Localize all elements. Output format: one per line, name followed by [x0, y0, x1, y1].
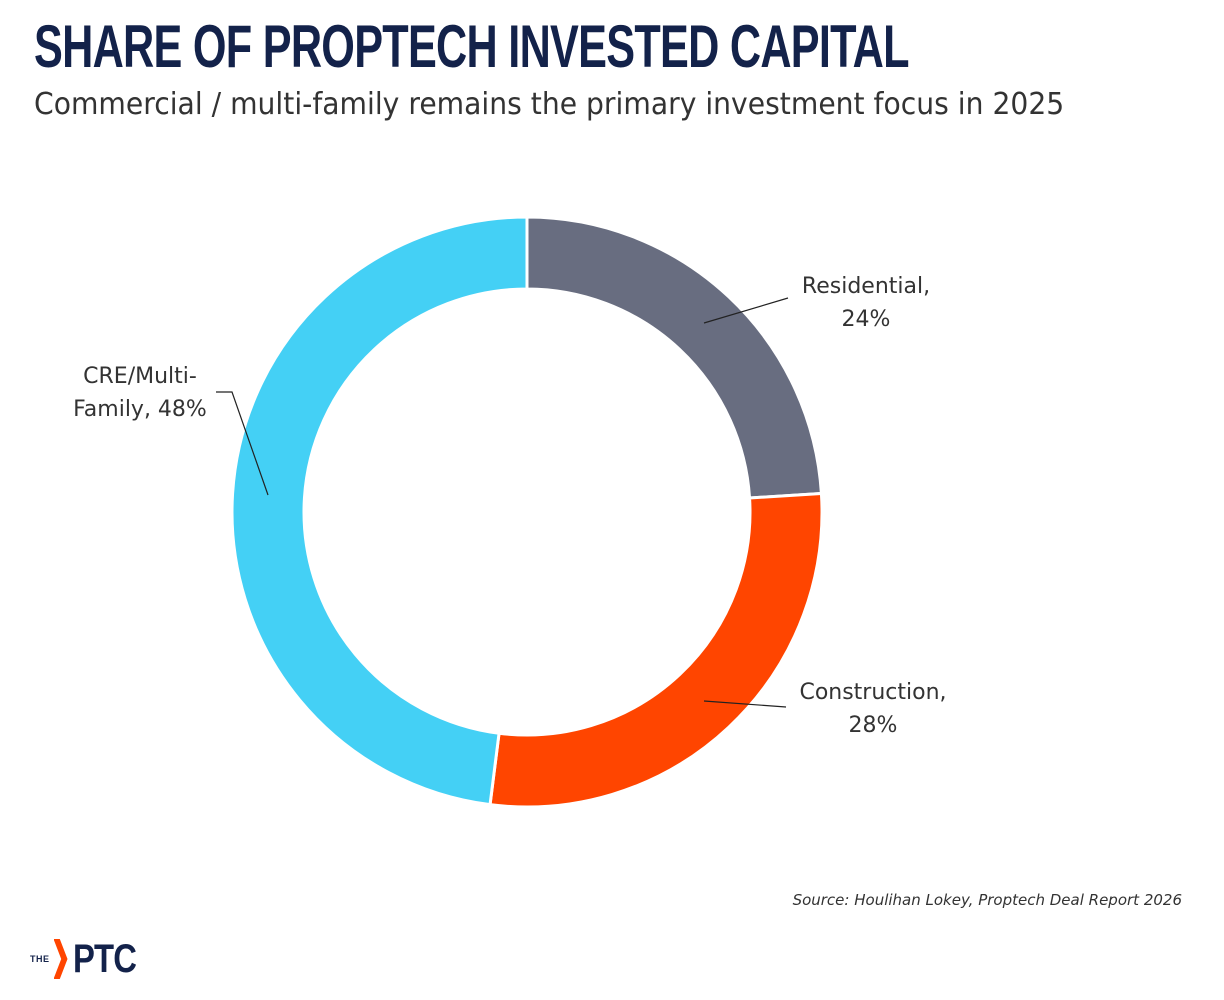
- slice-cre-multi-family: [230, 215, 529, 807]
- ptc-logo: THE PTC: [30, 936, 150, 982]
- logo-prefix: THE: [30, 954, 50, 964]
- slice-label-residential: Residential, 24%: [801, 274, 931, 332]
- slice-residential: [525, 215, 824, 500]
- leader-line-residential: [703, 297, 789, 324]
- leader-line-cre-multi-family: [216, 391, 269, 496]
- chevron-right-icon: [53, 939, 68, 979]
- logo-text: PTC: [72, 936, 137, 981]
- chart-title: SHARE OF PROPTECH INVESTED CAPITAL: [34, 13, 910, 80]
- source-note: Source: Houlihan Lokey, Proptech Deal Re…: [792, 891, 1182, 909]
- leader-line-construction: [703, 700, 787, 708]
- slice-label-cre-multi-family: CRE/Multi- Family, 48%: [73, 364, 207, 422]
- slice-label-construction: Construction, 28%: [799, 680, 947, 738]
- chart-subtitle: Commercial / multi-family remains the pr…: [34, 87, 1065, 122]
- slice-construction: [488, 491, 824, 809]
